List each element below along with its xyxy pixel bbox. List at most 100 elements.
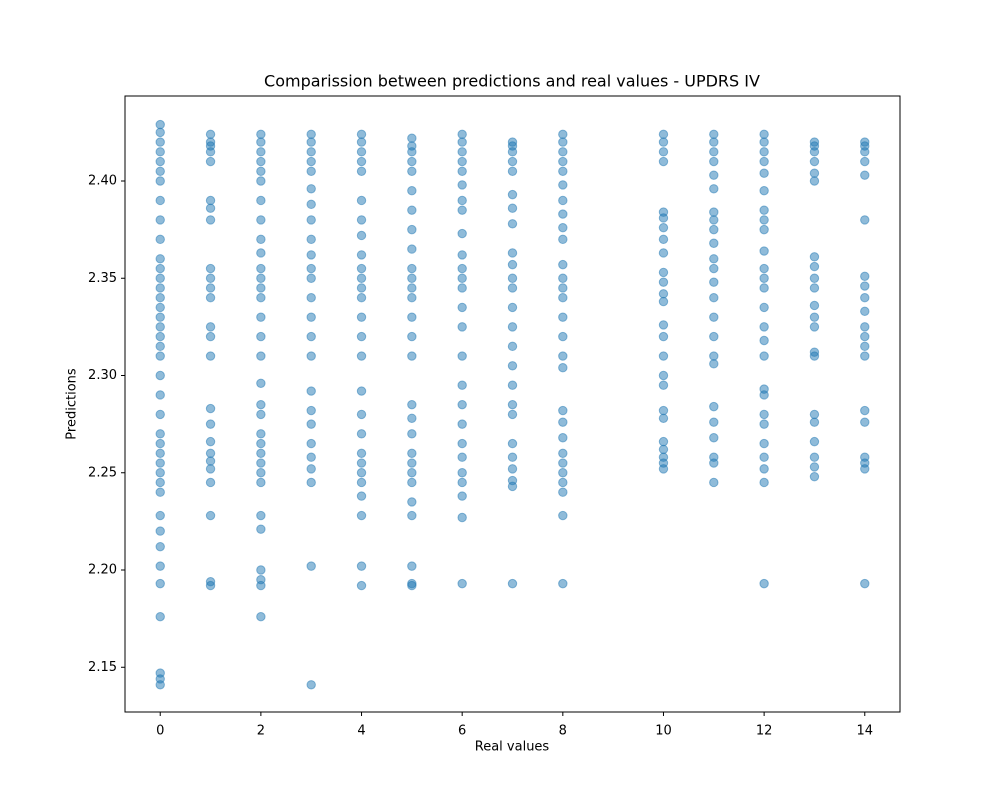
point	[507, 578, 518, 589]
point	[356, 331, 367, 342]
point	[558, 448, 568, 459]
point	[507, 380, 518, 390]
point	[558, 433, 568, 443]
point	[558, 487, 568, 497]
point	[558, 137, 568, 147]
point	[356, 477, 367, 488]
point	[759, 205, 769, 215]
y-tick-label: 2.35	[88, 271, 117, 286]
point	[155, 468, 165, 478]
point	[407, 458, 417, 468]
point	[306, 215, 316, 225]
point	[759, 322, 769, 332]
x-tick-label: 14	[856, 724, 873, 739]
point	[407, 156, 417, 167]
point	[709, 331, 719, 342]
point	[558, 417, 568, 427]
point	[457, 491, 467, 501]
point	[709, 207, 719, 217]
point	[407, 331, 417, 342]
point	[809, 176, 820, 186]
point	[155, 166, 165, 176]
y-tick-label: 2.20	[88, 563, 117, 578]
point	[256, 273, 266, 283]
point	[407, 448, 417, 459]
point	[658, 129, 669, 140]
point	[709, 147, 719, 157]
point	[155, 147, 165, 157]
point	[558, 195, 568, 206]
point	[205, 580, 216, 591]
point	[256, 234, 266, 245]
point	[709, 224, 719, 235]
point	[155, 312, 165, 322]
point	[558, 312, 568, 322]
point	[407, 283, 417, 293]
point	[507, 273, 518, 283]
point	[256, 510, 266, 521]
point	[256, 312, 266, 322]
point	[759, 335, 769, 346]
point	[558, 283, 568, 293]
point	[155, 578, 165, 589]
point	[709, 170, 719, 180]
point	[256, 468, 266, 478]
point	[306, 477, 316, 488]
point	[256, 399, 266, 410]
point	[205, 129, 216, 140]
point	[155, 302, 165, 313]
point	[356, 293, 367, 303]
point	[256, 147, 266, 157]
point	[658, 234, 669, 245]
point	[306, 166, 316, 176]
point	[256, 458, 266, 468]
point	[306, 199, 316, 210]
point	[407, 205, 417, 215]
point	[507, 438, 518, 449]
point	[709, 254, 719, 264]
point	[759, 464, 769, 474]
point	[256, 429, 266, 439]
point	[860, 293, 870, 303]
point	[507, 341, 518, 352]
point	[407, 312, 417, 322]
point	[809, 452, 820, 462]
point	[407, 477, 417, 488]
point	[407, 497, 417, 507]
point	[356, 129, 367, 140]
point	[256, 215, 266, 225]
point	[809, 283, 820, 293]
point	[558, 273, 568, 283]
point	[306, 184, 316, 194]
point	[558, 458, 568, 468]
point	[658, 213, 669, 223]
point	[356, 386, 367, 396]
point	[155, 458, 165, 468]
point	[155, 119, 165, 130]
point	[155, 438, 165, 449]
point	[457, 250, 467, 260]
point	[256, 448, 266, 459]
point	[155, 137, 165, 147]
point	[457, 205, 467, 215]
point	[658, 147, 669, 157]
point	[306, 147, 316, 157]
point	[558, 578, 568, 589]
point	[709, 351, 719, 361]
point	[507, 166, 518, 176]
point	[205, 322, 216, 332]
point	[155, 127, 165, 138]
point	[155, 293, 165, 303]
point	[658, 370, 669, 381]
point	[759, 215, 769, 225]
point	[809, 273, 820, 283]
point	[457, 156, 467, 167]
point	[558, 259, 568, 270]
point	[759, 156, 769, 167]
point	[155, 215, 165, 225]
point	[155, 254, 165, 264]
point	[407, 273, 417, 283]
point	[306, 351, 316, 361]
point	[205, 464, 216, 474]
point	[457, 578, 467, 589]
